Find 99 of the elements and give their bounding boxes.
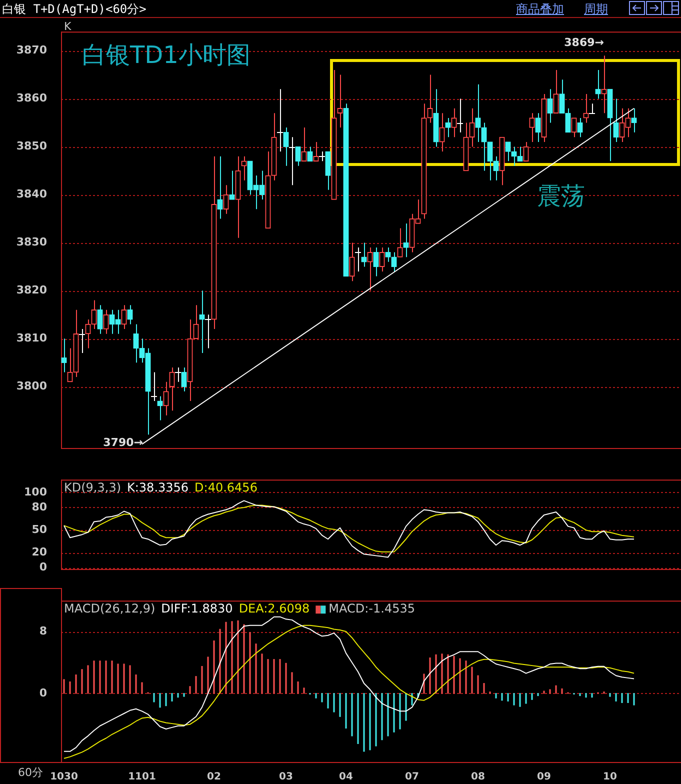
x-tick-label: 02: [207, 772, 221, 783]
x-tick-label: 1030: [50, 772, 78, 783]
y-tick-label: 80: [32, 500, 48, 514]
candlestick: [397, 228, 403, 258]
candlestick: [427, 74, 433, 124]
candlestick: [199, 290, 205, 354]
candlestick: [318, 151, 326, 162]
candlestick: [595, 69, 601, 100]
candlestick: [361, 242, 367, 268]
y-tick-label: 0: [39, 686, 48, 700]
annotation: 3790→: [103, 436, 143, 449]
candlestick: [325, 151, 331, 190]
y-tick-label: 0: [39, 560, 48, 574]
candlestick: [529, 112, 535, 142]
candlestick: [354, 246, 362, 272]
candlestick: [571, 117, 577, 138]
candlestick: [78, 328, 86, 354]
chart-title: 白银 T+D(AgT+D)<60分>: [2, 1, 146, 18]
x-tick-label: 10: [603, 772, 617, 783]
candlestick: [583, 93, 589, 124]
y-tick-label: 3810: [16, 332, 48, 345]
candlestick: [379, 246, 385, 272]
candlestick: [174, 366, 182, 382]
candlestick: [103, 309, 109, 334]
candlestick: [391, 252, 397, 272]
candlestick: [276, 88, 284, 152]
x-tick-label: 09: [537, 772, 551, 783]
candlestick: [241, 156, 247, 181]
candlestick: [229, 170, 235, 200]
y-tick-label: 3800: [16, 379, 48, 392]
candlestick: [601, 55, 607, 114]
candlestick: [337, 74, 343, 128]
candlestick: [613, 98, 619, 142]
candlestick: [204, 314, 212, 349]
candlestick: [163, 381, 169, 416]
candlestick: [475, 84, 481, 142]
text: 商品叠加: [516, 1, 564, 18]
candlestick: [223, 184, 229, 214]
candlestick: [127, 304, 133, 325]
y-tick-label: 3860: [16, 92, 48, 105]
candlestick: [385, 246, 391, 262]
candlestick: [150, 372, 158, 402]
candlestick: [553, 69, 559, 114]
candlestick: [403, 223, 409, 258]
candlestick: [481, 122, 487, 172]
candlestick: [439, 112, 445, 152]
candlestick: [445, 117, 451, 138]
candlestick: [456, 98, 464, 133]
x-tick-label: 07: [405, 772, 419, 783]
series-label: K:38.3356: [127, 480, 189, 495]
candlestick: [535, 112, 541, 142]
candlestick: [288, 136, 296, 186]
x-tick-label: 08: [471, 772, 485, 783]
y-tick-label: 20: [32, 546, 48, 559]
y-tick-label: 3840: [16, 188, 48, 201]
candlestick: [181, 366, 187, 392]
candlestick: [451, 108, 457, 138]
text: 周期: [584, 1, 608, 18]
y-tick-label: 3830: [16, 236, 48, 249]
annotation: 白银TD1小时图: [82, 41, 250, 70]
candlestick: [505, 141, 511, 162]
series-label: DEA:2.6098: [238, 602, 310, 616]
candlestick: [97, 304, 103, 334]
y-tick-label: 100: [24, 485, 48, 498]
x-tick-label: 1101: [128, 772, 156, 783]
candlestick: [121, 304, 127, 330]
candlestick: [367, 246, 373, 292]
chart-title: KD(9,3,3): [64, 480, 122, 495]
candlestick: [313, 141, 319, 162]
y-tick-label: 50: [32, 522, 48, 536]
candlestick: [349, 242, 355, 282]
series-label: D:40.6456: [194, 480, 258, 495]
legend-label: MACD:-1.4535: [328, 602, 416, 616]
candlestick: [631, 108, 637, 133]
candlestick: [283, 127, 289, 166]
candlestick: [588, 103, 596, 114]
candlestick: [61, 338, 67, 373]
y-tick-label: 8: [39, 624, 47, 638]
series-label: DIFF:1.8830: [161, 602, 233, 616]
annotation: K: [64, 20, 72, 33]
candlestick: [373, 246, 379, 277]
candlestick: [577, 117, 583, 138]
candlestick: [301, 127, 307, 162]
x-tick-label: 03: [279, 772, 293, 783]
candlestick: [295, 146, 301, 166]
candlestick: [547, 88, 553, 124]
chart-title: MACD(26,12,9): [64, 602, 156, 616]
x-tick-label: 04: [339, 772, 353, 783]
annotation: 3869→: [564, 36, 604, 49]
y-tick-label: 3850: [16, 140, 48, 153]
x-axis-title: 60分: [18, 766, 43, 779]
candlestick: [169, 366, 175, 412]
annotation: 震荡: [537, 182, 585, 210]
candlestick: [157, 396, 163, 421]
candlestick: [307, 146, 313, 162]
y-tick-label: 3820: [16, 284, 48, 297]
candlestick: [523, 141, 529, 162]
y-tick-label: 3870: [16, 44, 48, 57]
candlestick: [217, 156, 223, 220]
